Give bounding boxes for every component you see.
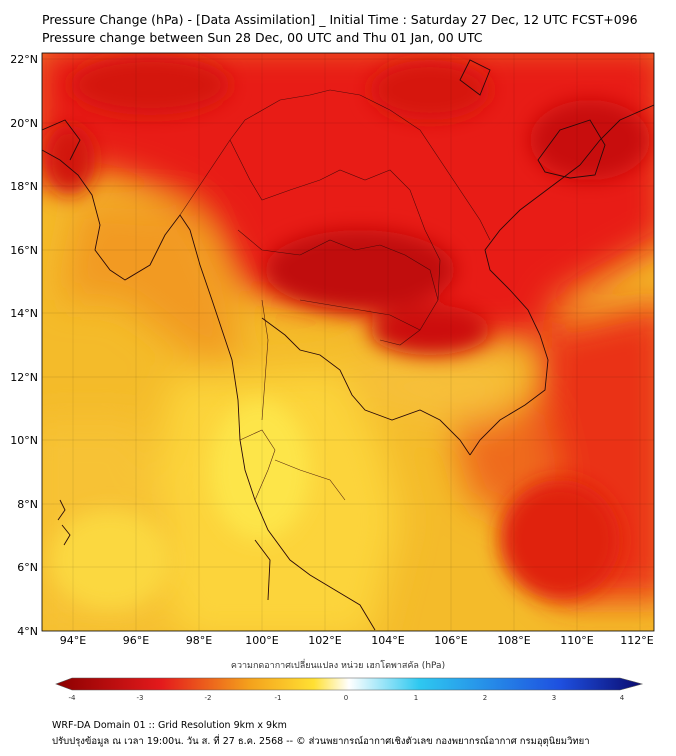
lat-label: 4°N [17,625,38,638]
lat-label: 14°N [10,307,38,320]
map-title: Pressure Change (hPa) - [Data Assimilati… [42,12,638,27]
longitude-labels: 94°E 96°E 98°E 100°E 102°E 104°E 106°E 1… [60,634,654,647]
plot-frame [41,52,655,632]
lon-label: 108°E [497,634,530,647]
map-subtitle: Pressure change between Sun 28 Dec, 00 U… [42,30,483,45]
lon-label: 102°E [308,634,341,647]
borders [179,89,491,501]
lon-label: 112°E [620,634,653,647]
lon-label: 96°E [123,634,149,647]
lat-label: 22°N [10,53,38,66]
lon-label: 110°E [560,634,593,647]
lat-label: 8°N [17,498,38,511]
lat-label: 16°N [10,244,38,257]
coastlines [42,59,654,631]
lat-label: 6°N [17,561,38,574]
lat-label: 10°N [10,434,38,447]
lat-label: 12°N [10,371,38,384]
footer-model-info: WRF-DA Domain 01 :: Grid Resolution 9km … [52,720,287,731]
pressure-field [42,53,654,631]
pressure-change-map: 22°N 20°N 18°N 16°N 14°N 12°N 10°N 8°N 6… [10,52,655,647]
lat-label: 20°N [10,117,38,130]
graticule [42,53,654,631]
lon-label: 104°E [371,634,404,647]
lon-label: 106°E [434,634,467,647]
colorbar-title: ความกดอากาศเปลี่ยนแปลง หน่วย เฮกโตพาสคัล… [230,661,446,671]
lon-label: 98°E [186,634,212,647]
lat-label: 18°N [10,180,38,193]
latitude-labels: 22°N 20°N 18°N 16°N 14°N 12°N 10°N 8°N 6… [10,53,38,638]
lon-label: 94°E [60,634,86,647]
lon-label: 100°E [245,634,278,647]
footer-credit: ปรับปรุงข้อมูล ณ เวลา 19:00น. วัน ส. ที่… [52,736,590,747]
